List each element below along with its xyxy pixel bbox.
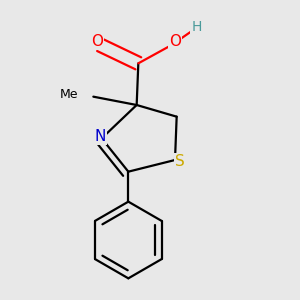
Text: H: H bbox=[191, 20, 202, 34]
Text: Me: Me bbox=[60, 88, 78, 101]
Text: O: O bbox=[91, 34, 103, 49]
Text: S: S bbox=[175, 154, 185, 169]
Text: O: O bbox=[169, 34, 181, 49]
Text: N: N bbox=[94, 129, 106, 144]
